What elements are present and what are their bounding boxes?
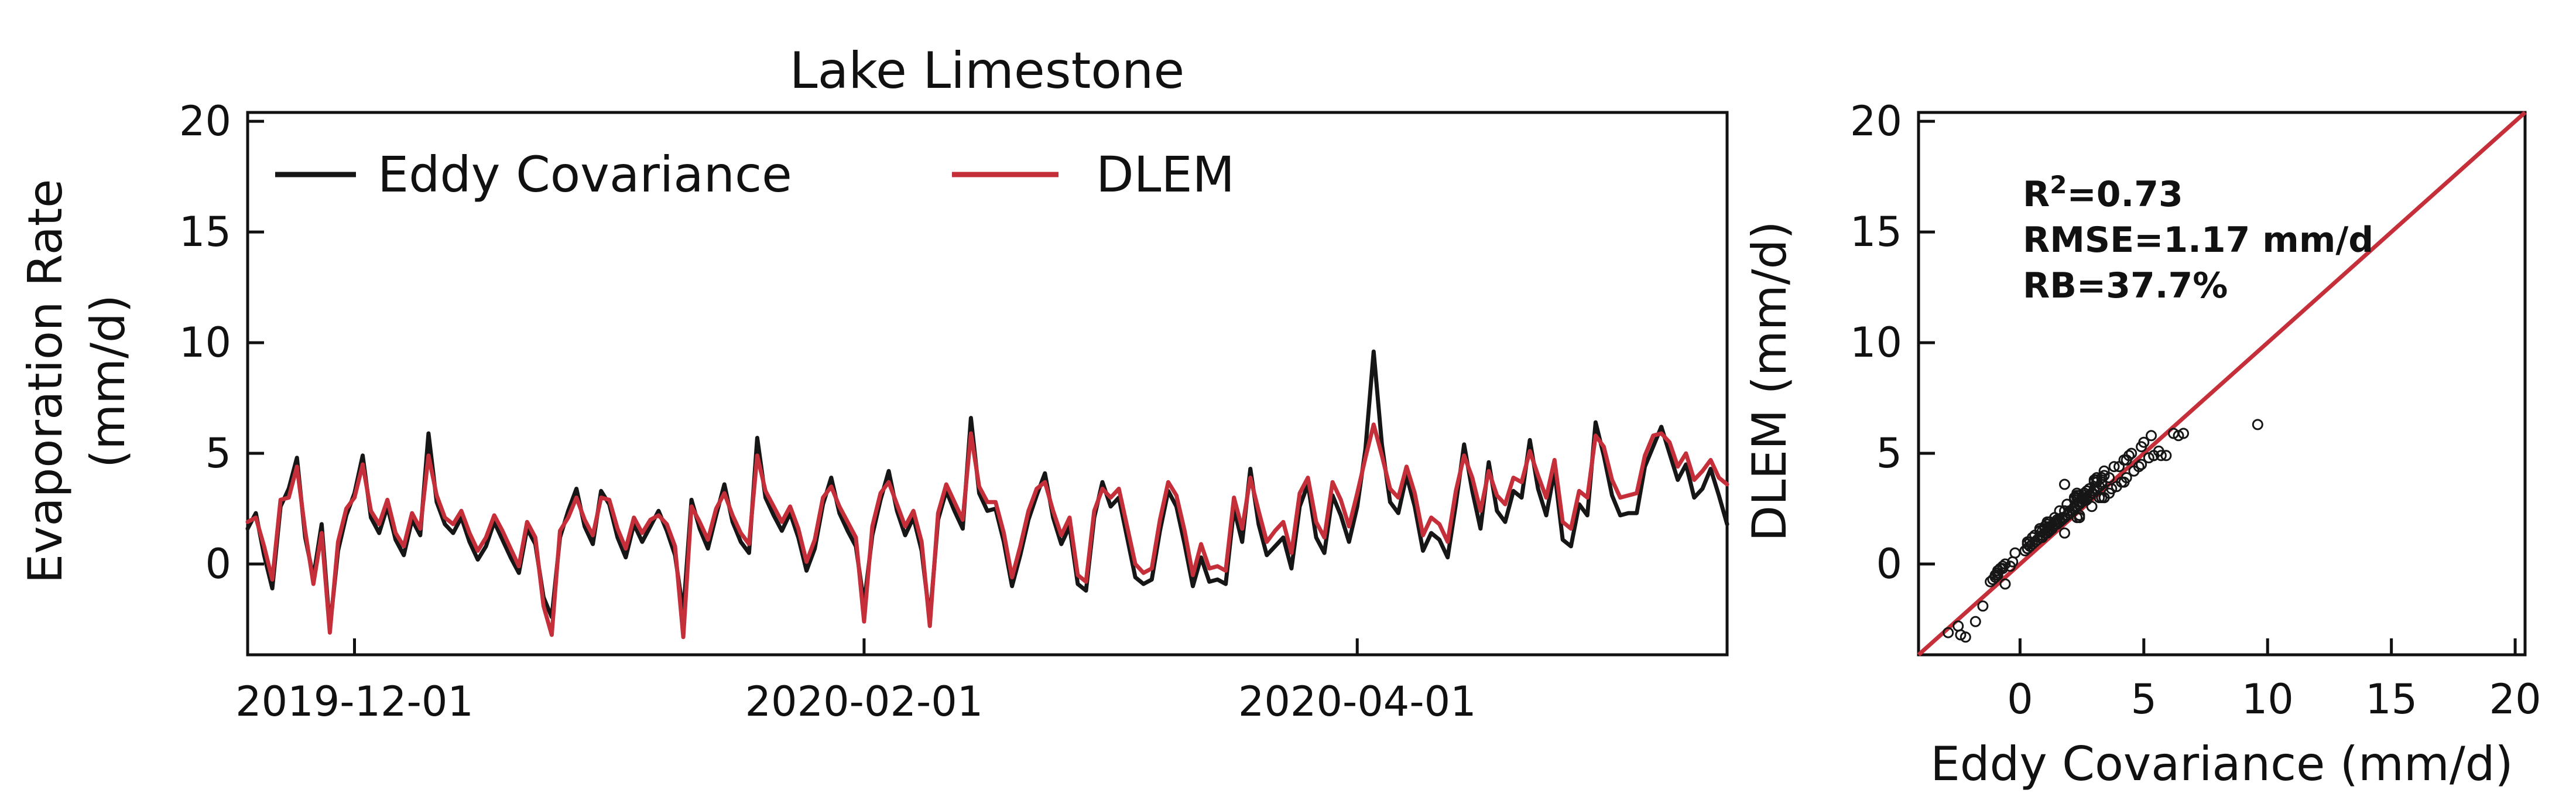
x-tick-label: 2020-04-01 <box>1238 678 1477 726</box>
scatter-point <box>1977 600 1989 612</box>
scatter-point <box>1960 631 1971 643</box>
scatter-point <box>2059 478 2070 490</box>
scatter-y-axis-label: DLEM (mm/d) <box>1742 221 1797 541</box>
y-tick-label: 20 <box>1850 97 1902 145</box>
scatter-point <box>2056 512 2068 524</box>
eddy-covariance-line <box>245 349 1729 631</box>
chart-title: Lake Limestone <box>790 42 1185 100</box>
legend-label-dlem: DLEM <box>1096 146 1235 203</box>
y-tick-label: 10 <box>179 319 231 367</box>
scatter-point <box>2034 523 2046 535</box>
timeseries-legend: Eddy Covariance DLEM <box>275 146 1235 203</box>
x-tick-label: 0 <box>2007 675 2033 723</box>
scatter-point <box>2059 527 2070 539</box>
scatter-point <box>2126 447 2137 459</box>
scatter-point <box>2138 436 2150 448</box>
scatter-point <box>2121 472 2132 484</box>
scatter-point <box>2071 487 2083 499</box>
y-tick-label: 10 <box>1850 319 1902 367</box>
y-tick-label: 15 <box>179 208 231 256</box>
scatter-point <box>1952 620 1964 632</box>
scatter-ticks: 0 5 10 15 20 0 5 10 15 20 <box>1850 97 2541 723</box>
scatter-axes-box <box>1917 111 2527 657</box>
scatter-point <box>2252 419 2263 430</box>
x-tick-label: 5 <box>2131 675 2157 723</box>
rmse-stat: RMSE=1.17 mm/d <box>2023 220 2373 261</box>
scatter-point <box>2108 461 2120 473</box>
scatter-point <box>2088 474 2100 486</box>
timeseries-series <box>245 349 1729 640</box>
legend-label-eddy-covariance: Eddy Covariance <box>378 146 792 203</box>
y-tick-label: 0 <box>1876 540 1902 588</box>
y-axis-label-line1: Evaporation Rate <box>18 179 73 584</box>
x-tick-label: 15 <box>2365 675 2417 723</box>
scatter-point <box>1992 565 2003 576</box>
scatter-point <box>2061 498 2073 510</box>
x-tick-label: 20 <box>2489 675 2541 723</box>
y-axis-label-line2: (mm/d) <box>81 295 135 468</box>
x-tick-label: 10 <box>2242 675 2294 723</box>
scatter-point <box>1969 616 1981 627</box>
scatter-point <box>2146 430 2157 442</box>
scatter-point <box>2136 459 2147 470</box>
scatter-point <box>1943 627 1954 638</box>
y-tick-label: 5 <box>1876 429 1902 477</box>
dlem-line <box>245 422 1729 640</box>
scatter-point <box>2081 485 2092 497</box>
scatter-point <box>2022 536 2033 548</box>
scatter-point <box>2128 465 2140 477</box>
y-tick-label: 15 <box>1850 208 1902 256</box>
timeseries-ticks: 0 5 10 15 20 2019-12-01 2020-02-01 2020-04-01 <box>179 97 1477 726</box>
y-tick-label: 20 <box>179 97 231 145</box>
scatter-point <box>2098 465 2110 477</box>
scatter-point <box>2121 454 2132 466</box>
scatter-stats: R2=0.73 RMSE=1.17 mm/d RB=37.7% <box>2023 170 2373 306</box>
y-tick-label: 5 <box>205 429 231 477</box>
scatter-point <box>2086 501 2098 512</box>
scatter-x-axis-label: Eddy Covariance (mm/d) <box>1930 737 2513 791</box>
timeseries-panel: Lake Limestone Evaporation Rate (mm/d) 0… <box>18 42 1729 726</box>
scatter-point <box>2153 445 2164 457</box>
x-tick-label: 2020-02-01 <box>745 678 984 726</box>
scatter-panel: DLEM (mm/d) Eddy Covariance (mm/d) 0 5 10 1… <box>1742 97 2541 791</box>
scatter-point <box>2091 472 2102 484</box>
rb-stat: RB=37.7% <box>2023 265 2228 306</box>
one-to-one-line <box>1917 111 2527 657</box>
scatter-points <box>1943 419 2263 643</box>
scatter-point <box>1995 563 2006 575</box>
scatter-point <box>2009 547 2021 559</box>
scatter-point <box>2059 505 2070 517</box>
y-tick-label: 0 <box>205 540 231 588</box>
one-to-one-line-group <box>1917 111 2527 657</box>
scatter-point <box>2041 516 2053 528</box>
r2-stat: R2=0.73 <box>2023 170 2183 215</box>
timeseries-axes-box <box>246 111 1729 657</box>
scatter-point <box>2106 483 2118 494</box>
scatter-point <box>2168 428 2179 439</box>
scatter-point <box>2054 505 2065 517</box>
x-tick-label: 2019-12-01 <box>235 678 474 726</box>
scatter-point <box>1999 578 2011 590</box>
